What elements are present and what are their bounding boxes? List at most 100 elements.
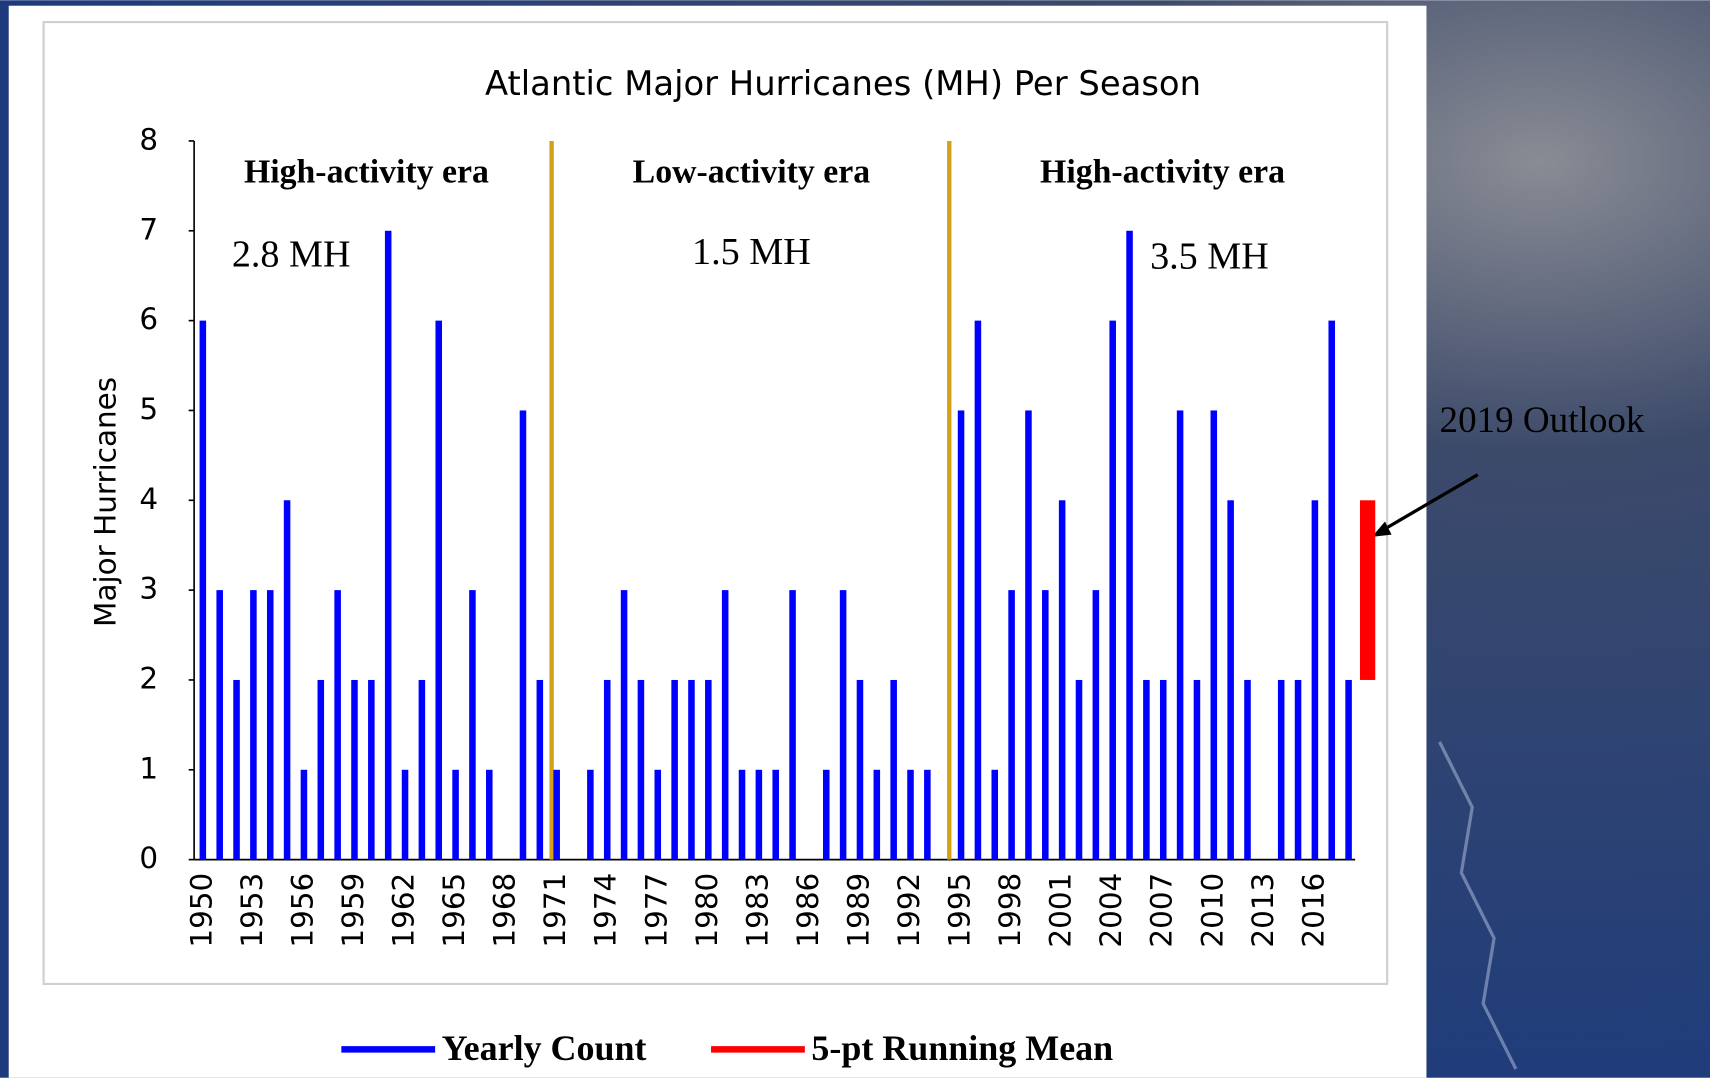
bar bbox=[620, 590, 628, 860]
x-tick-label: 2007 bbox=[1145, 873, 1179, 948]
y-axis-label: Major Hurricanes bbox=[88, 377, 122, 627]
bar bbox=[1008, 590, 1015, 860]
y-tick-label: 7 bbox=[139, 212, 158, 246]
x-tick-label: 1971 bbox=[538, 873, 572, 948]
legend-label: Yearly Count bbox=[442, 1028, 647, 1068]
bar bbox=[233, 679, 240, 860]
bar bbox=[1244, 679, 1251, 860]
bar bbox=[300, 769, 308, 860]
era-mean: 2.8 MH bbox=[232, 233, 351, 275]
x-tick-label: 1956 bbox=[285, 873, 319, 948]
bar bbox=[1042, 590, 1049, 860]
bar bbox=[469, 590, 476, 860]
lightning bbox=[1438, 741, 1518, 1070]
era-mean: 1.5 MH bbox=[692, 231, 811, 273]
bar bbox=[873, 769, 881, 860]
bar bbox=[1193, 679, 1201, 860]
x-tick-label: 2016 bbox=[1296, 873, 1330, 948]
y-tick-label: 2 bbox=[139, 661, 158, 695]
x-tick-label: 1950 bbox=[184, 873, 218, 948]
bar bbox=[1075, 679, 1083, 860]
bar bbox=[486, 769, 493, 860]
bar bbox=[957, 410, 965, 860]
bar bbox=[907, 769, 914, 860]
y-tick-label: 0 bbox=[139, 841, 158, 875]
bar bbox=[924, 769, 931, 860]
bar bbox=[1159, 679, 1167, 860]
bar bbox=[822, 769, 830, 860]
y-tick-label: 1 bbox=[139, 751, 158, 785]
bar bbox=[418, 679, 426, 860]
bar bbox=[519, 410, 527, 860]
bar bbox=[553, 769, 560, 860]
bar bbox=[890, 679, 897, 860]
era-label: High-activity era bbox=[244, 154, 489, 191]
bar bbox=[839, 590, 847, 860]
bar bbox=[1227, 500, 1234, 860]
x-tick-label: 2001 bbox=[1044, 873, 1078, 948]
bar bbox=[637, 679, 645, 860]
x-tick-label: 2013 bbox=[1246, 873, 1280, 948]
y-tick-label: 4 bbox=[139, 482, 158, 516]
bar bbox=[738, 769, 746, 860]
bar bbox=[1025, 410, 1032, 860]
x-tick-label: 2004 bbox=[1094, 873, 1128, 948]
bar bbox=[536, 679, 544, 860]
x-tick-label: 1965 bbox=[437, 873, 471, 948]
bar bbox=[1143, 679, 1150, 860]
x-tick-label: 1959 bbox=[336, 873, 370, 948]
bar bbox=[368, 679, 375, 860]
bar bbox=[1294, 679, 1302, 860]
era-label: High-activity era bbox=[1040, 154, 1285, 191]
bar bbox=[654, 769, 662, 860]
bar bbox=[856, 679, 864, 860]
x-tick-label: 1998 bbox=[993, 873, 1027, 948]
bar bbox=[705, 679, 712, 860]
bar bbox=[755, 769, 763, 860]
bar bbox=[401, 769, 409, 860]
bar bbox=[1058, 500, 1066, 860]
bar bbox=[991, 769, 999, 860]
bar bbox=[1277, 679, 1285, 860]
outlook-arrowhead bbox=[1371, 521, 1392, 537]
x-tick-label: 1992 bbox=[892, 873, 926, 948]
bar bbox=[199, 320, 207, 860]
outlook-label: 2019 Outlook bbox=[1440, 400, 1645, 441]
x-tick-label: 1986 bbox=[791, 873, 825, 948]
bar bbox=[266, 590, 274, 860]
y-tick-label: 8 bbox=[139, 122, 158, 156]
bar bbox=[384, 230, 392, 860]
x-tick-label: 1974 bbox=[589, 873, 623, 948]
bar bbox=[317, 679, 325, 860]
y-tick-label: 3 bbox=[139, 572, 158, 606]
bar bbox=[721, 590, 729, 860]
bar bbox=[216, 590, 223, 860]
bar bbox=[452, 769, 459, 860]
bar bbox=[351, 679, 358, 860]
bar bbox=[250, 590, 257, 860]
bar bbox=[1126, 230, 1133, 860]
bar bbox=[1210, 410, 1218, 860]
bar bbox=[1311, 500, 1319, 860]
bar bbox=[789, 590, 796, 860]
legend-label: 5-pt Running Mean bbox=[811, 1028, 1113, 1068]
bar bbox=[587, 769, 594, 860]
bar bbox=[334, 590, 341, 860]
bar bbox=[1328, 320, 1336, 860]
outlook-arrow bbox=[1379, 473, 1479, 533]
x-tick-label: 1953 bbox=[235, 873, 269, 948]
bar bbox=[1176, 410, 1184, 860]
bar bbox=[603, 679, 611, 860]
x-tick-label: 1977 bbox=[639, 873, 673, 948]
outlook-range bbox=[1359, 500, 1376, 680]
bar bbox=[772, 769, 779, 860]
bar bbox=[1109, 320, 1116, 860]
bar bbox=[1345, 679, 1352, 860]
x-tick-label: 1980 bbox=[690, 873, 724, 948]
y-tick-label: 6 bbox=[139, 302, 158, 336]
y-tick-label: 5 bbox=[139, 392, 158, 426]
x-tick-label: 2010 bbox=[1195, 873, 1229, 948]
era-mean: 3.5 MH bbox=[1150, 236, 1269, 278]
